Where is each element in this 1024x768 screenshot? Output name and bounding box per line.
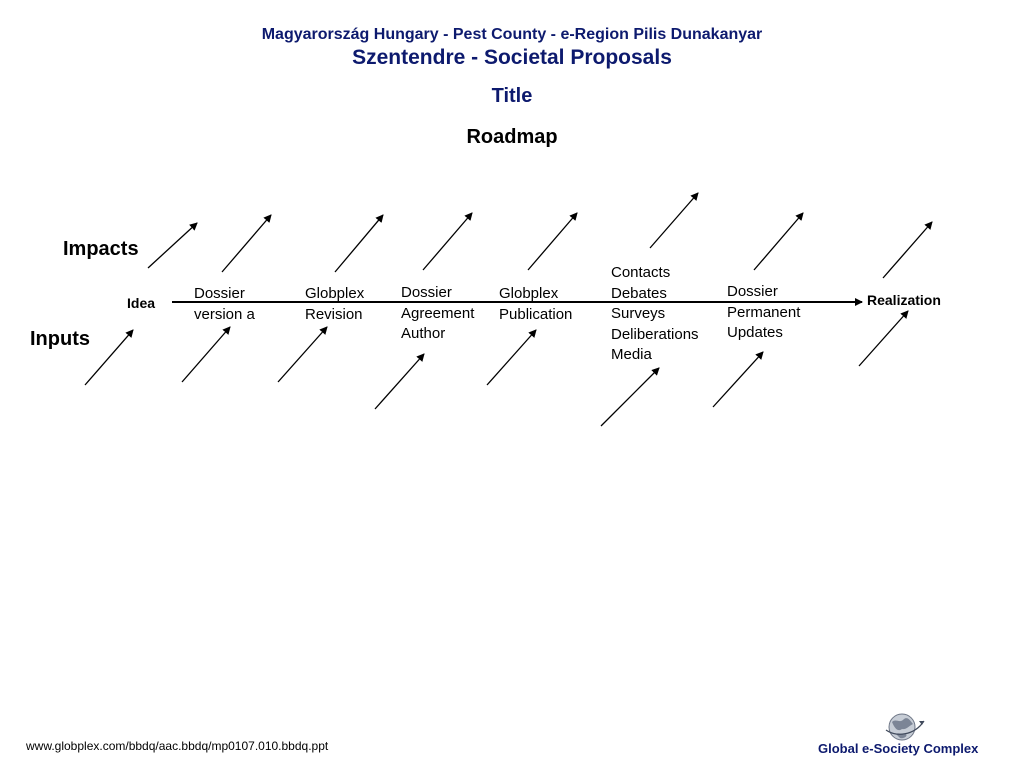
milestone-label-3: Dossier Agreement Author: [401, 284, 475, 342]
input-arrow: [600, 367, 660, 427]
impact-arrow: [221, 214, 272, 273]
impact-arrow: [334, 214, 384, 273]
input-arrow: [712, 351, 764, 408]
header-title: Title: [491, 85, 533, 107]
footer-brand: Global e-Society Complex: [818, 741, 979, 756]
milestone-label-4: Globplex Publication: [499, 285, 573, 323]
milestone-label-1: Dossier version a: [194, 285, 255, 323]
impacts-label: Impacts: [63, 238, 139, 260]
input-arrow: [486, 329, 537, 386]
input-arrow: [858, 310, 909, 367]
milestone-label-6: Dossier Permanent Updates: [727, 283, 801, 341]
roadmap-title: Roadmap: [466, 126, 558, 148]
milestone-label-2: Globplex Revision: [305, 285, 365, 323]
input-arrow: [374, 353, 425, 410]
impact-arrow: [649, 192, 699, 249]
realization-label: Realization: [867, 292, 941, 308]
impact-arrow: [882, 221, 933, 279]
impact-arrow: [147, 222, 198, 269]
header-region-title: Magyarország Hungary - Pest County - e-R…: [261, 26, 763, 43]
impact-arrow: [753, 212, 804, 271]
impact-arrow: [527, 212, 578, 271]
globe-icon: [885, 713, 925, 741]
impact-arrow: [422, 212, 473, 271]
header-subtitle: Szentendre - Societal Proposals: [352, 46, 672, 69]
input-arrow: [181, 326, 231, 383]
input-arrow: [84, 329, 134, 386]
idea-label: Idea: [127, 295, 156, 311]
input-arrow: [277, 326, 328, 383]
inputs-label: Inputs: [30, 328, 90, 350]
milestone-label-5: Contacts Debates Surveys Deliberations Media: [611, 264, 699, 363]
footer-url: www.globplex.com/bbdq/aac.bbdq/mp0107.01…: [26, 739, 329, 753]
